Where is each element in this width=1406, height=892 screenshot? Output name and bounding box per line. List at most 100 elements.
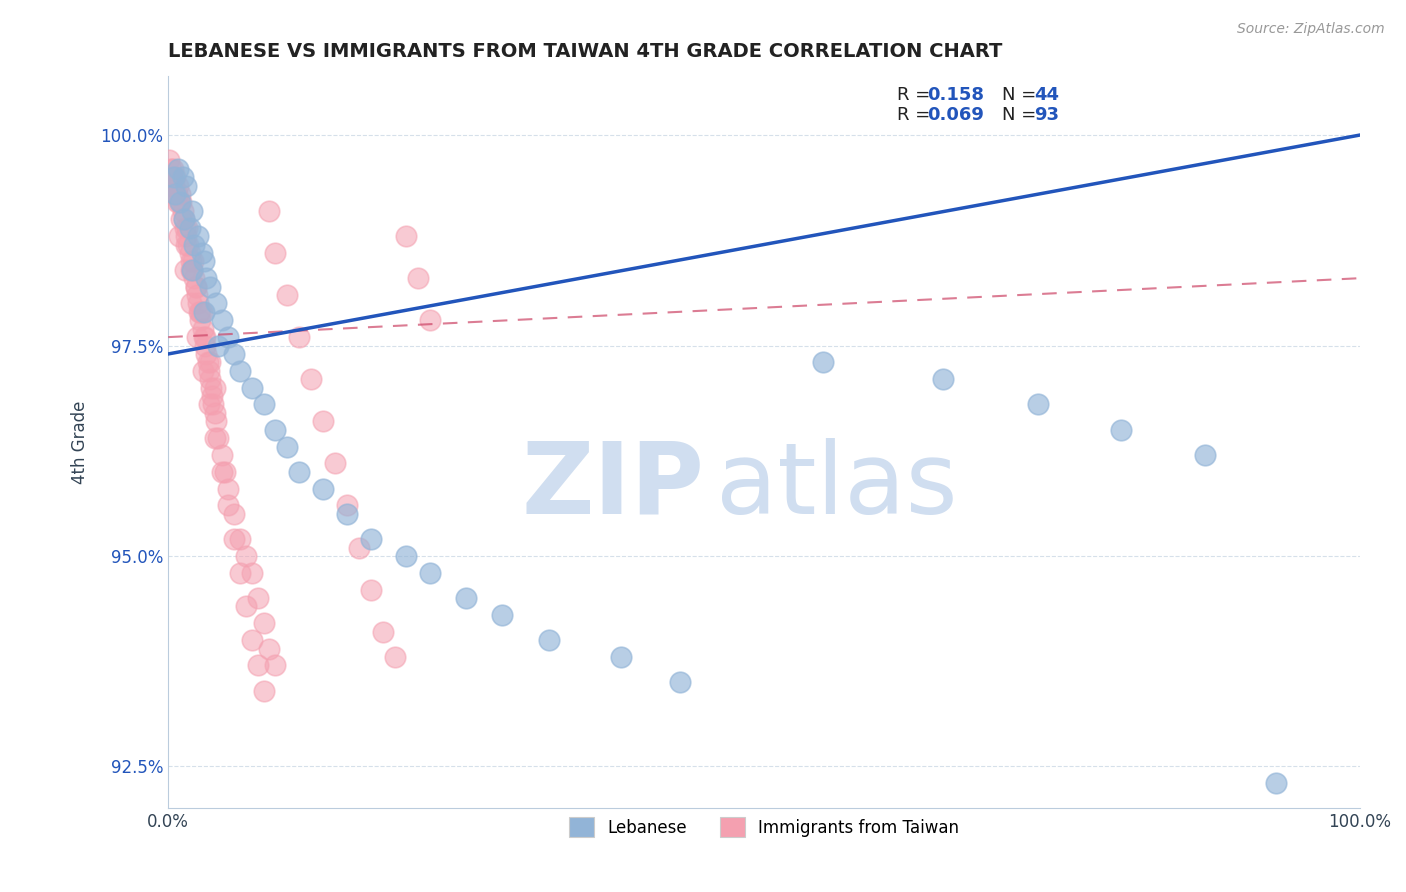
Point (211, 448, 233, 462)
Point (395, 549, 418, 563)
Point (259, 641, 281, 656)
Point (204, 406, 226, 420)
Point (228, 532, 250, 546)
Point (360, 532, 382, 546)
Point (217, 482, 239, 496)
Point (169, 195, 191, 210)
Point (1194, 448, 1216, 462)
Point (288, 330, 311, 344)
Point (201, 389, 224, 403)
Point (167, 195, 190, 210)
Point (360, 582, 382, 597)
Point (167, 229, 190, 244)
Point (312, 414, 335, 428)
Point (222, 507, 245, 521)
Point (197, 397, 219, 411)
Point (193, 254, 215, 268)
Legend: Lebanese, Immigrants from Taiwan: Lebanese, Immigrants from Taiwan (562, 810, 966, 844)
Point (195, 271, 218, 285)
Point (214, 465, 236, 479)
Point (205, 296, 228, 310)
Point (165, 187, 187, 202)
Point (205, 414, 228, 428)
Point (166, 195, 188, 210)
Point (198, 279, 221, 293)
Point (211, 465, 233, 479)
Text: 93: 93 (1035, 106, 1059, 124)
Point (181, 254, 204, 268)
Point (193, 305, 215, 319)
Point (179, 246, 201, 260)
Point (174, 262, 197, 277)
Point (371, 624, 394, 639)
Point (240, 633, 263, 648)
Point (259, 203, 281, 218)
Point (172, 203, 194, 218)
Point (222, 347, 245, 361)
Point (264, 423, 287, 437)
Point (240, 566, 263, 580)
Point (538, 633, 561, 648)
Point (193, 330, 215, 344)
Point (1265, 776, 1288, 790)
Point (195, 347, 218, 361)
Point (384, 649, 406, 664)
Point (177, 237, 200, 252)
Text: ZIP: ZIP (522, 438, 704, 535)
Point (181, 262, 204, 277)
Point (169, 187, 191, 202)
Point (186, 330, 208, 344)
Point (264, 246, 287, 260)
Point (170, 212, 193, 227)
Point (160, 170, 183, 185)
Point (163, 170, 186, 185)
Point (454, 591, 477, 605)
Point (1026, 397, 1049, 411)
Point (1109, 423, 1132, 437)
Text: R =: R = (897, 106, 936, 124)
Point (252, 616, 274, 631)
Point (191, 321, 214, 335)
Point (204, 431, 226, 445)
Point (190, 246, 212, 260)
Y-axis label: 4th Grade: 4th Grade (72, 401, 89, 484)
Point (336, 507, 359, 521)
Point (408, 271, 430, 285)
Point (207, 431, 229, 445)
Point (491, 607, 513, 622)
Point (395, 229, 418, 244)
Point (312, 482, 335, 496)
Point (160, 178, 183, 193)
Point (157, 153, 180, 168)
Point (186, 288, 208, 302)
Point (173, 212, 195, 227)
Point (179, 220, 201, 235)
Point (235, 599, 257, 614)
Point (669, 675, 692, 690)
Point (207, 338, 229, 352)
Point (180, 254, 202, 268)
Point (419, 313, 441, 327)
Text: N =: N = (1002, 106, 1042, 124)
Point (166, 178, 188, 193)
Point (197, 355, 219, 369)
Point (190, 305, 212, 319)
Point (183, 237, 205, 252)
Point (252, 397, 274, 411)
Point (198, 372, 221, 386)
Point (174, 237, 197, 252)
Point (217, 499, 239, 513)
Point (240, 381, 263, 395)
Point (187, 296, 209, 310)
Point (183, 271, 205, 285)
Point (813, 355, 835, 369)
Point (610, 649, 633, 664)
Text: N =: N = (1002, 86, 1042, 103)
Point (276, 440, 298, 454)
Point (252, 683, 274, 698)
Point (174, 178, 197, 193)
Point (184, 279, 207, 293)
Point (200, 381, 222, 395)
Point (173, 212, 195, 227)
Point (198, 355, 221, 369)
